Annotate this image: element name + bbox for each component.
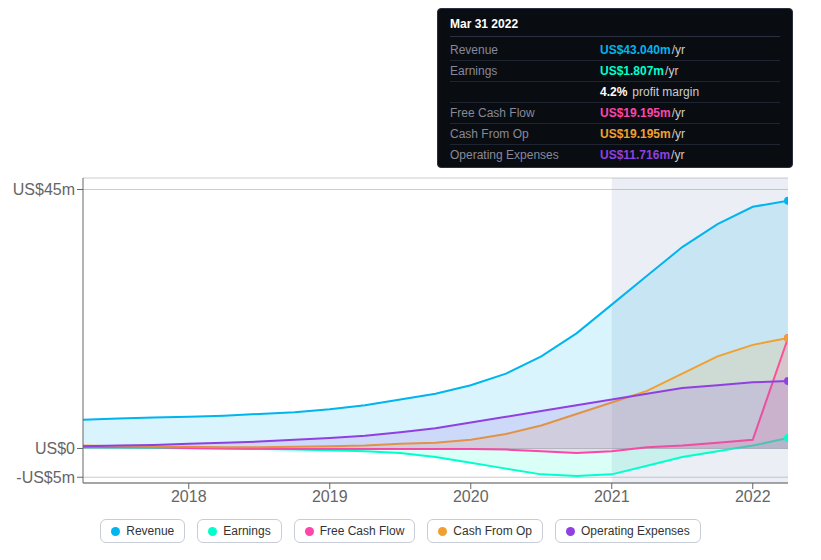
html-text:Cash From Op: Cash From Op bbox=[453, 524, 532, 538]
html-text:Free Cash Flow: Free Cash Flow bbox=[450, 106, 535, 120]
svg-text:-US$5m: -US$5m bbox=[16, 469, 75, 486]
svg-text:2019: 2019 bbox=[312, 488, 348, 505]
html-text:Free Cash Flow: Free Cash Flow bbox=[319, 524, 405, 538]
svg-text:US$0: US$0 bbox=[35, 440, 75, 457]
html-text:Operating Expenses: Operating Expenses bbox=[581, 524, 690, 538]
html-text:US$1.807m /yr: US$1.807m /yr bbox=[600, 64, 679, 78]
svg-text:2020: 2020 bbox=[453, 488, 489, 505]
html-text:Cash From Op: Cash From Op bbox=[450, 127, 529, 141]
html-text:4.2% profit margin: 4.2% profit margin bbox=[600, 85, 700, 99]
svg-text:2021: 2021 bbox=[594, 488, 630, 505]
svg-text:2018: 2018 bbox=[171, 488, 207, 505]
html-text:Revenue: Revenue bbox=[450, 43, 498, 57]
html-text:US$11.716m /yr: US$11.716m /yr bbox=[600, 148, 685, 162]
html-text:Revenue: Revenue bbox=[126, 524, 175, 538]
html-text:Earnings: Earnings bbox=[450, 64, 498, 78]
html-text:US$19.195m /yr: US$19.195m /yr bbox=[600, 127, 686, 141]
html-text:US$19.195m /yr: US$19.195m /yr bbox=[600, 106, 686, 120]
html-text:Mar 31 2022: Mar 31 2022 bbox=[450, 17, 519, 31]
html-text:US$43.040m /yr: US$43.040m /yr bbox=[600, 43, 686, 57]
html-text:Operating Expenses: Operating Expenses bbox=[450, 148, 559, 162]
svg-text:US$45m: US$45m bbox=[13, 181, 75, 198]
html-text:Earnings: Earnings bbox=[223, 524, 271, 538]
svg-text:2022: 2022 bbox=[735, 488, 771, 505]
